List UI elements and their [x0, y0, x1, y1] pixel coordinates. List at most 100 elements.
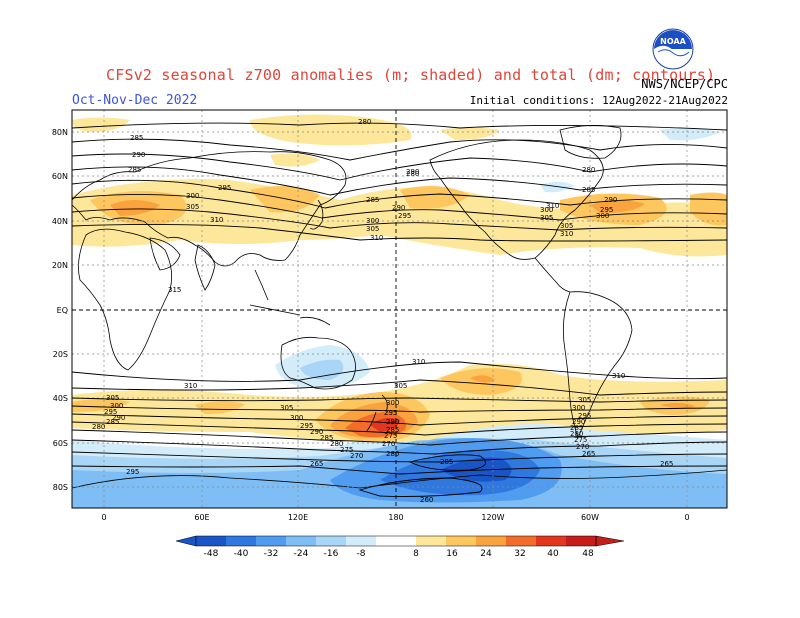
contour-label: 270 — [382, 440, 395, 448]
contour-label: 310 — [560, 230, 573, 238]
contour-label: 265 — [310, 460, 323, 468]
lon-label: 60W — [581, 513, 599, 522]
lat-label: 20N — [52, 261, 68, 270]
colorbar-swatch — [566, 536, 596, 546]
colorbar-tick: 24 — [480, 549, 492, 559]
colorbar-tick: -40 — [234, 549, 249, 559]
colorbar-swatch — [256, 536, 286, 546]
contour-label: 310 — [546, 202, 559, 210]
contour-label: 315 — [168, 286, 181, 294]
season-label: Oct-Nov-Dec 2022 — [72, 93, 198, 108]
noaa-logo-icon: NOAA — [652, 28, 694, 70]
contour-label: 290 — [406, 168, 419, 176]
contour-label: 305 — [578, 396, 591, 404]
chart-title: CFSv2 seasonal z700 anomalies (m; shaded… — [106, 66, 716, 84]
contour-label: 295 — [126, 468, 139, 476]
longitude-labels: 0 60E 120E 180 120W 60W 0 — [101, 513, 689, 522]
contour-label: 280 — [406, 170, 419, 178]
lat-label: 20S — [53, 350, 68, 359]
initial-conditions-label: Initial conditions: 12Aug2022-21Aug2022 — [469, 94, 728, 107]
map-frame — [71, 109, 728, 509]
lon-label: 120W — [481, 513, 504, 522]
contour-label: 295 — [600, 206, 613, 214]
contour-label: 305 — [394, 382, 407, 390]
contour-label: 300 — [572, 404, 585, 412]
graticule — [72, 110, 727, 508]
colorbar-swatch — [446, 536, 476, 546]
contour-label: 290 — [112, 414, 125, 422]
contour-label: 275 — [384, 432, 397, 440]
contour-label: 290 — [604, 196, 617, 204]
contour-label: 300 — [386, 399, 399, 407]
contour-label: 310 — [612, 372, 625, 380]
colorbar-tick: -24 — [294, 549, 309, 559]
contour-label: 310 — [370, 234, 383, 242]
coastlines — [72, 125, 727, 489]
lat-label: 80S — [53, 483, 68, 492]
lon-label: 0 — [684, 513, 689, 522]
contour-label: 300 — [540, 206, 553, 214]
lon-label: 60E — [194, 513, 209, 522]
contour-label: 310 — [412, 358, 425, 366]
contour-label: 285 — [366, 196, 379, 204]
contour-label: 285 — [128, 166, 141, 174]
lat-label: 60N — [52, 172, 68, 181]
contour-label: 275 — [574, 436, 587, 444]
lat-label: 40S — [53, 394, 68, 403]
contour-label: 295 — [384, 409, 397, 417]
colorbar-swatch — [196, 536, 226, 546]
colorbar-tick: 48 — [582, 549, 594, 559]
colorbar-swatch — [286, 536, 316, 546]
contour-label: 260 — [420, 496, 433, 504]
anomaly-shading — [72, 110, 727, 508]
contour-label: 305 — [366, 225, 379, 233]
contour-label: 270 — [350, 452, 363, 460]
colorbar-swatch — [226, 536, 256, 546]
lat-label: 80N — [52, 128, 68, 137]
contour-label: 275 — [340, 446, 353, 454]
contour-label: 300 — [110, 402, 123, 410]
contour-label: 290 — [310, 428, 323, 436]
contour-label: 280 — [582, 166, 595, 174]
colorbar-swatch — [416, 536, 446, 546]
contour-labels: 280 285 290 285 300 305 310 315 295 290 … — [92, 118, 673, 504]
colorbar-tick: -8 — [357, 549, 366, 559]
contour-label: 310 — [184, 382, 197, 390]
colorbar-swatch — [506, 536, 536, 546]
colorbar-tick: -16 — [324, 549, 339, 559]
lat-label: EQ — [57, 306, 68, 315]
colorbar-swatch — [376, 536, 416, 546]
colorbar-swatch — [346, 536, 376, 546]
logo-text: NOAA — [660, 37, 686, 46]
contour-label: 285 — [582, 186, 595, 194]
lat-label: 40N — [52, 217, 68, 226]
colorbar-tick: -32 — [264, 549, 279, 559]
contour-label: 290 — [386, 418, 399, 426]
colorbar: -48 -40 -32 -24 -16 -8 8 16 24 32 40 48 — [175, 535, 625, 559]
height-contours — [72, 122, 727, 497]
contour-label: 295 — [578, 412, 591, 420]
contour-label: 280 — [570, 430, 583, 438]
colorbar-low-arrow — [175, 535, 197, 547]
contour-label: 295 — [218, 184, 231, 192]
contour-label: 305 — [560, 222, 573, 230]
contour-label: 285 — [570, 424, 583, 432]
colorbar-high-arrow — [595, 535, 625, 547]
contour-label: 285 — [106, 418, 119, 426]
contour-label: 280 — [386, 450, 399, 458]
contour-label: 305 — [280, 404, 293, 412]
contour-label: 300 — [186, 192, 199, 200]
contour-label: 295 — [398, 212, 411, 220]
contour-label: 295 — [104, 408, 117, 416]
latitude-labels: 80N 60N 40N 20N EQ 20S 40S 60S 80S — [52, 128, 68, 492]
colorbar-tick: 16 — [446, 549, 458, 559]
colorbar-tick: 40 — [547, 549, 559, 559]
contour-label: 295 — [300, 422, 313, 430]
colorbar-tick: 32 — [514, 549, 525, 559]
colorbar-tick: -48 — [204, 549, 219, 559]
colorbar-tick: 8 — [413, 549, 419, 559]
contour-label: 265 — [660, 460, 673, 468]
agency-label: NWS/NCEP/CPC — [641, 77, 728, 91]
contour-label: 300 — [290, 414, 303, 422]
